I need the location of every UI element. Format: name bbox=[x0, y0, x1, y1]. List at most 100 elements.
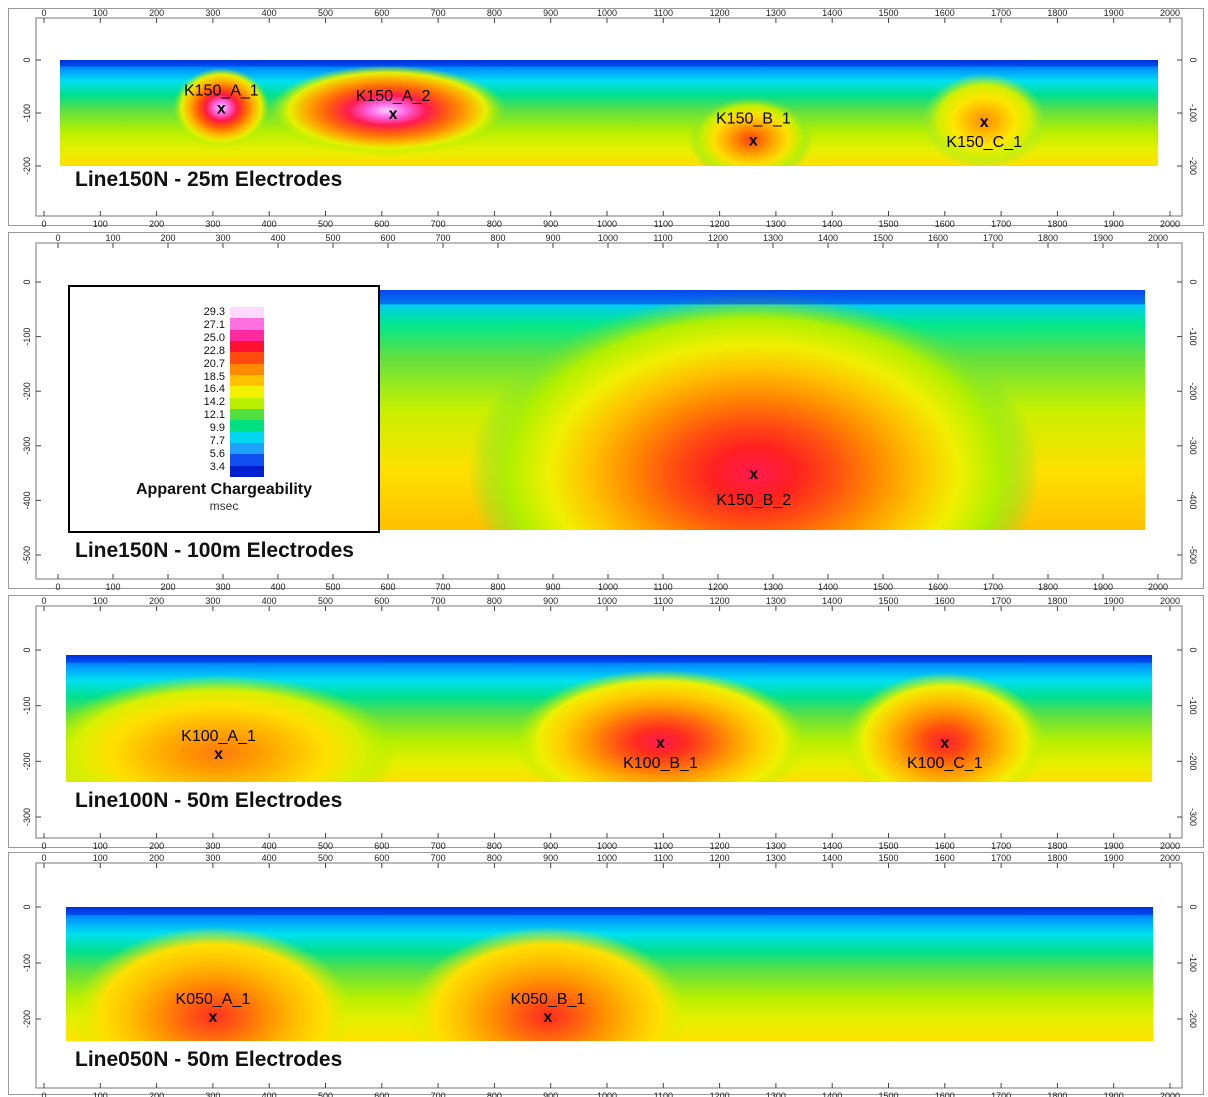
y-tick-label-right: -100 bbox=[1188, 104, 1198, 122]
anomaly-label: K150_A_2 bbox=[356, 88, 431, 105]
legend-value-label: 20.7 bbox=[203, 357, 225, 370]
x-tick-label-bottom: 200 bbox=[160, 582, 175, 592]
anomaly-blob bbox=[173, 67, 270, 148]
x-tick-label-top: 200 bbox=[160, 233, 175, 243]
anomaly-blob bbox=[514, 669, 807, 782]
legend-swatch bbox=[230, 363, 264, 376]
x-tick-label-bottom: 600 bbox=[380, 582, 395, 592]
x-tick-label-top: 1700 bbox=[991, 8, 1011, 18]
x-tick-label-bottom: 800 bbox=[490, 582, 505, 592]
x-tick-label-bottom: 200 bbox=[149, 841, 164, 851]
legend-swatch bbox=[230, 375, 264, 387]
legend-swatch bbox=[230, 465, 264, 478]
y-tick-label-left: -500 bbox=[22, 546, 32, 564]
x-tick-label-bottom: 700 bbox=[435, 582, 450, 592]
legend-value-label: 3.4 bbox=[209, 460, 225, 473]
legend-value-label: 7.7 bbox=[209, 435, 225, 447]
legend-swatch bbox=[230, 443, 264, 455]
shallow-low-band bbox=[66, 907, 1153, 916]
y-tick-label-left: -200 bbox=[22, 752, 32, 770]
x-tick-label-bottom: 500 bbox=[318, 219, 333, 229]
x-tick-label-top: 600 bbox=[374, 8, 389, 18]
x-tick-label-top: 200 bbox=[149, 8, 164, 18]
x-tick-label-top: 1100 bbox=[654, 853, 673, 863]
chart-panel-1: 0 0 100 100 200 200 300 300 400 400 500 500 600 600 70… bbox=[22, 8, 1198, 229]
x-tick-label-bottom: 1000 bbox=[598, 582, 618, 592]
x-tick-label-bottom: 500 bbox=[325, 582, 340, 592]
x-tick-label-bottom: 1500 bbox=[878, 841, 898, 851]
x-tick-label-top: 1900 bbox=[1093, 233, 1113, 243]
x-tick-label-top: 1600 bbox=[935, 853, 955, 863]
x-tick-label-top: 1200 bbox=[710, 853, 730, 863]
anomaly-marker: x bbox=[543, 1009, 552, 1026]
x-tick-label-top: 1900 bbox=[1104, 853, 1124, 863]
anomaly-marker: x bbox=[208, 1009, 217, 1026]
legend-value-label: 25.0 bbox=[203, 331, 225, 344]
panel-title: Line150N - 100m Electrodes bbox=[75, 539, 354, 562]
anomaly-blob bbox=[843, 672, 1047, 782]
x-tick-label-bottom: 1200 bbox=[710, 841, 730, 851]
x-tick-label-bottom: 1900 bbox=[1104, 219, 1124, 229]
legend-colorbar bbox=[230, 307, 264, 478]
x-tick-label-top: 0 bbox=[41, 596, 46, 606]
legend-swatch bbox=[230, 307, 264, 319]
x-tick-label-bottom: 800 bbox=[487, 841, 502, 851]
x-tick-label-bottom: 0 bbox=[41, 219, 46, 229]
x-tick-label-top: 0 bbox=[41, 853, 46, 863]
x-tick-label-top: 900 bbox=[545, 233, 560, 243]
x-tick-label-top: 1800 bbox=[1047, 8, 1067, 18]
x-tick-label-bottom: 1600 bbox=[935, 219, 955, 229]
x-tick-label-bottom: 1400 bbox=[822, 1091, 842, 1097]
x-tick-label-top: 400 bbox=[262, 853, 277, 863]
legend-value-label: 22.8 bbox=[203, 344, 225, 357]
x-tick-label-top: 1100 bbox=[653, 233, 672, 243]
contour-field bbox=[66, 655, 1152, 782]
x-tick-label-top: 1700 bbox=[991, 596, 1011, 606]
panel-title: Line100N - 50m Electrodes bbox=[75, 789, 342, 812]
x-tick-label-top: 1100 bbox=[654, 596, 673, 606]
x-tick-label-bottom: 300 bbox=[205, 1091, 220, 1097]
x-tick-label-top: 1400 bbox=[822, 596, 842, 606]
x-tick-label-bottom: 700 bbox=[431, 841, 446, 851]
x-tick-label-top: 1100 bbox=[654, 8, 673, 18]
anomaly-marker: x bbox=[980, 114, 989, 131]
x-tick-label-top: 800 bbox=[487, 8, 502, 18]
x-tick-label-bottom: 800 bbox=[487, 219, 502, 229]
anomaly-blob bbox=[72, 926, 354, 1041]
anomaly-blob bbox=[66, 675, 399, 782]
x-tick-label-bottom: 1700 bbox=[991, 841, 1011, 851]
x-tick-label-top: 1600 bbox=[928, 233, 948, 243]
x-tick-label-top: 1500 bbox=[878, 853, 898, 863]
x-tick-label-bottom: 1700 bbox=[983, 582, 1003, 592]
y-tick-label-left: -300 bbox=[22, 437, 32, 455]
y-tick-label-right: -200 bbox=[1188, 752, 1198, 770]
x-tick-label-bottom: 400 bbox=[262, 841, 277, 851]
x-tick-label-top: 1200 bbox=[710, 596, 730, 606]
x-tick-label-top: 500 bbox=[318, 853, 333, 863]
x-tick-label-top: 300 bbox=[215, 233, 230, 243]
anomaly-label: K100_C_1 bbox=[907, 755, 983, 772]
x-tick-label-bottom: 1800 bbox=[1047, 1091, 1067, 1097]
x-tick-label-top: 1300 bbox=[766, 596, 786, 606]
x-tick-label-bottom: 1900 bbox=[1093, 582, 1113, 592]
y-tick-label-left: 0 bbox=[22, 57, 32, 62]
x-tick-label-bottom: 1400 bbox=[822, 841, 842, 851]
y-tick-label-left: -300 bbox=[22, 808, 32, 826]
x-tick-label-top: 600 bbox=[374, 596, 389, 606]
x-tick-label-top: 1300 bbox=[766, 8, 786, 18]
x-tick-label-bottom: 1500 bbox=[878, 1091, 898, 1097]
shallow-low-band bbox=[60, 60, 1158, 67]
x-tick-label-top: 400 bbox=[262, 596, 277, 606]
x-tick-label-top: 200 bbox=[149, 853, 164, 863]
x-tick-label-bottom: 1300 bbox=[766, 841, 786, 851]
x-tick-label-top: 700 bbox=[431, 596, 446, 606]
x-tick-label-bottom: 1400 bbox=[818, 582, 838, 592]
legend-swatch bbox=[230, 318, 264, 331]
legend-swatch bbox=[230, 386, 264, 399]
x-tick-label-top: 1900 bbox=[1104, 8, 1124, 18]
y-tick-label-left: -200 bbox=[22, 1010, 32, 1028]
x-tick-label-bottom: 1100 bbox=[654, 841, 673, 851]
shallow-low-band bbox=[380, 290, 1145, 305]
y-tick-label-right: -100 bbox=[1188, 697, 1198, 715]
